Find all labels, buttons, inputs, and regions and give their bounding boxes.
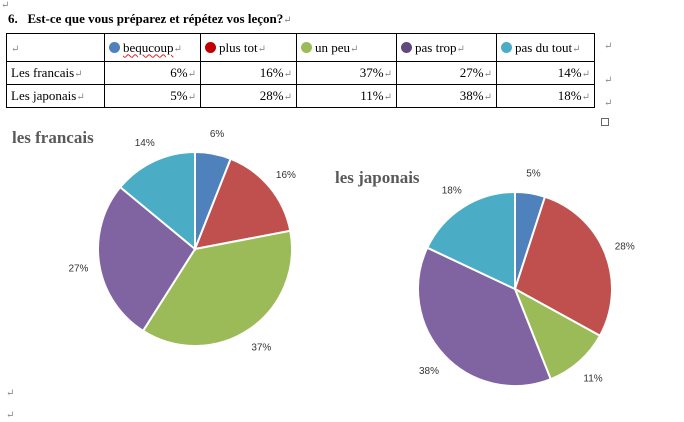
- legend-dot-icon: [109, 41, 120, 53]
- table-header-row: ↵ bequcoup↵ plus tot↵ un peu↵ pas trop↵ …: [6, 33, 595, 62]
- table-cell: 16%↵: [200, 61, 297, 85]
- header-empty-cell: ↵: [6, 33, 105, 62]
- pie-label-japonais-1: 28%: [615, 242, 635, 253]
- legend-dot-icon: [301, 41, 312, 53]
- pie-label-japonais-3: 38%: [419, 366, 439, 377]
- chart-title-japonais: les japonais: [335, 168, 420, 187]
- paragraph-mark: ↵: [283, 15, 292, 26]
- legend-dot-icon: [501, 41, 512, 53]
- results-table: ↵ bequcoup↵ plus tot↵ un peu↵ pas trop↵ …: [6, 33, 595, 108]
- pie-slice-francais-4: [118, 150, 196, 252]
- table-row-japonais: Les japonais↵ 5%↵ 28%↵ 11%↵ 38%↵ 18%↵: [6, 84, 595, 108]
- row-end-mark: ↵: [604, 98, 613, 109]
- pie-label-japonais-2: 11%: [583, 374, 602, 385]
- table-cell: 5%↵: [104, 84, 201, 108]
- pie-slice-japonais-2: [513, 286, 602, 381]
- row-end-mark: ↵: [604, 75, 613, 86]
- table-cell: 38%↵: [396, 84, 497, 108]
- pie-slice-japonais-4: [425, 190, 516, 291]
- paragraph-mark: ↵: [6, 410, 15, 421]
- legend-label: plus tot: [219, 39, 258, 55]
- pie-label-japonais-4: 18%: [442, 185, 462, 196]
- legend-label: bequcoup: [123, 39, 174, 55]
- pie-slice-japonais-1: [513, 195, 613, 338]
- row-label: Les francais↵: [6, 61, 105, 85]
- table-resize-handle[interactable]: [601, 118, 609, 126]
- table-row-francais: Les francais↵ 6%↵ 16%↵ 37%↵ 27%↵ 14%↵: [6, 61, 595, 85]
- pie-label-francais-0: 6%: [210, 129, 225, 140]
- chart-title-francais: les francais: [12, 128, 94, 147]
- pie-slice-francais-1: [193, 157, 292, 251]
- legend-label: un peu: [315, 39, 351, 55]
- legend-cell-bequcoup: bequcoup↵: [104, 33, 201, 62]
- legend-cell-pas-du-tout: pas du tout↵: [496, 33, 595, 62]
- table-cell: 27%↵: [396, 61, 497, 85]
- question-text: Est-ce que vous préparez et répétez vos …: [27, 11, 284, 26]
- pie-label-francais-1: 16%: [276, 170, 296, 181]
- row-label: Les japonais↵: [6, 84, 105, 108]
- pie-slice-francais-3: [97, 185, 197, 333]
- question-number: 6.: [8, 11, 18, 26]
- pie-slice-japonais-3: [417, 246, 553, 387]
- pie-label-francais-4: 14%: [135, 138, 155, 149]
- row-end-mark: ↵: [604, 41, 613, 52]
- pie-label-japonais-0: 5%: [526, 168, 541, 179]
- legend-dot-icon: [205, 41, 216, 53]
- legend-label: pas trop: [415, 39, 457, 55]
- paragraph-mark: ↵: [6, 388, 15, 399]
- table-cell: 11%↵: [296, 84, 397, 108]
- anchor-mark-top: ↵: [1, 0, 10, 11]
- pie-label-francais-3: 27%: [68, 263, 88, 274]
- pie-slice-francais-2: [141, 229, 293, 347]
- pie-label-francais-2: 37%: [251, 343, 271, 354]
- legend-dot-icon: [401, 41, 412, 53]
- legend-cell-pas-trop: pas trop↵: [396, 33, 497, 62]
- question-heading: 6. Est-ce que vous préparez et répétez v…: [8, 11, 292, 27]
- table-cell: 18%↵: [496, 84, 595, 108]
- table-cell: 28%↵: [200, 84, 297, 108]
- legend-label: pas du tout: [515, 39, 573, 55]
